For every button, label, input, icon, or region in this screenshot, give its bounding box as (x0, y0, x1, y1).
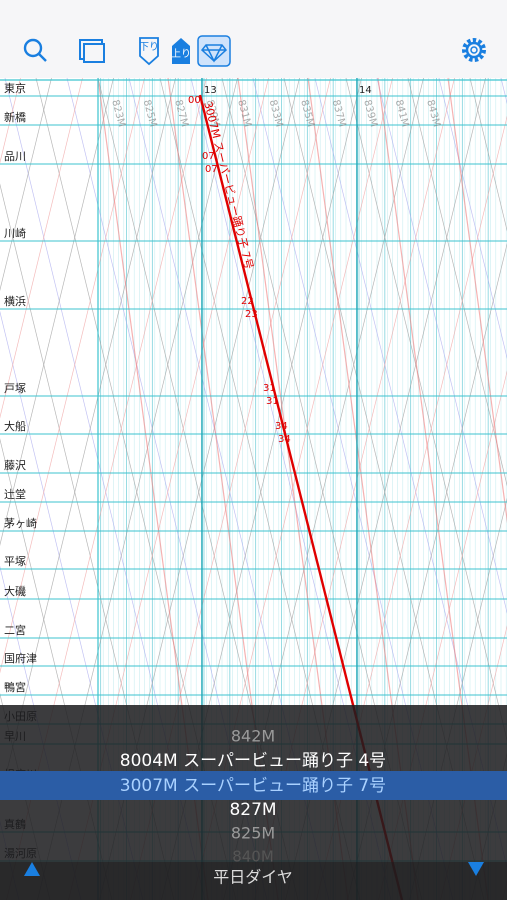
hour-label: 14 (359, 85, 372, 96)
station-label: 新橋 (4, 110, 26, 124)
train-line (0, 77, 114, 546)
time-label: 00 (188, 95, 201, 106)
down-button[interactable]: 下り (139, 37, 159, 66)
time-label: 34 (278, 434, 291, 445)
picker-selection (0, 771, 507, 800)
train-line (407, 77, 507, 487)
picker: 842M 8004M スーパービュー踊り子 4号 3007M スーパービュー踊り子 … (0, 705, 507, 900)
picker-item[interactable]: 825M (231, 824, 275, 843)
station-label: 辻堂 (4, 487, 26, 501)
time-label: 07 (205, 164, 218, 175)
station-label: 藤沢 (4, 458, 26, 472)
station-label: 茅ヶ崎 (4, 516, 37, 530)
footer-label: 平日ダイヤ (213, 868, 293, 887)
station-label: 平塚 (4, 555, 26, 568)
train-line (438, 77, 507, 359)
station-label: 大磯 (4, 584, 26, 598)
picker-item[interactable]: 827M (229, 800, 276, 820)
train-line (345, 77, 507, 742)
toolbar (0, 0, 507, 78)
station-label: 国府津 (4, 651, 37, 665)
train-line (0, 77, 52, 292)
train-line (469, 77, 507, 232)
footer-bg (0, 862, 507, 900)
down-label: 下り (139, 41, 159, 53)
time-label: 34 (275, 421, 288, 432)
up-button[interactable]: 上り (171, 38, 191, 64)
station-label: 大船 (4, 419, 26, 433)
station-label: 二宮 (4, 623, 26, 637)
station-label: 品川 (4, 150, 26, 163)
station-label: 鴨宮 (4, 680, 26, 694)
picker-item[interactable]: 8004M スーパービュー踊り子 4号 (120, 751, 386, 771)
train-line (447, 77, 507, 524)
diamond-button[interactable] (197, 35, 231, 67)
station-label: 川崎 (4, 226, 26, 240)
time-label: 31 (263, 383, 276, 394)
up-label: 上り (171, 48, 191, 60)
picker-item[interactable]: 3007M スーパービュー踊り子 7号 (120, 776, 386, 796)
train-line (0, 77, 83, 419)
search-button[interactable] (23, 38, 47, 62)
hour-label: 13 (204, 85, 217, 96)
train-line (376, 77, 507, 614)
picker-item[interactable]: 840M (232, 848, 274, 866)
time-label: 22 (241, 296, 254, 307)
time-label: 23 (245, 309, 258, 320)
train-line (0, 77, 145, 674)
picker-item[interactable]: 842M (231, 727, 275, 746)
time-label: 07 (202, 151, 215, 162)
station-label: 戸塚 (4, 382, 26, 395)
station-label: 横浜 (4, 294, 26, 308)
next-button[interactable] (468, 862, 484, 876)
prev-button[interactable] (24, 862, 40, 876)
windows-button[interactable] (79, 39, 105, 63)
station-label: 東京 (4, 81, 26, 95)
settings-button[interactable] (462, 38, 486, 62)
time-label: 31 (266, 396, 279, 407)
